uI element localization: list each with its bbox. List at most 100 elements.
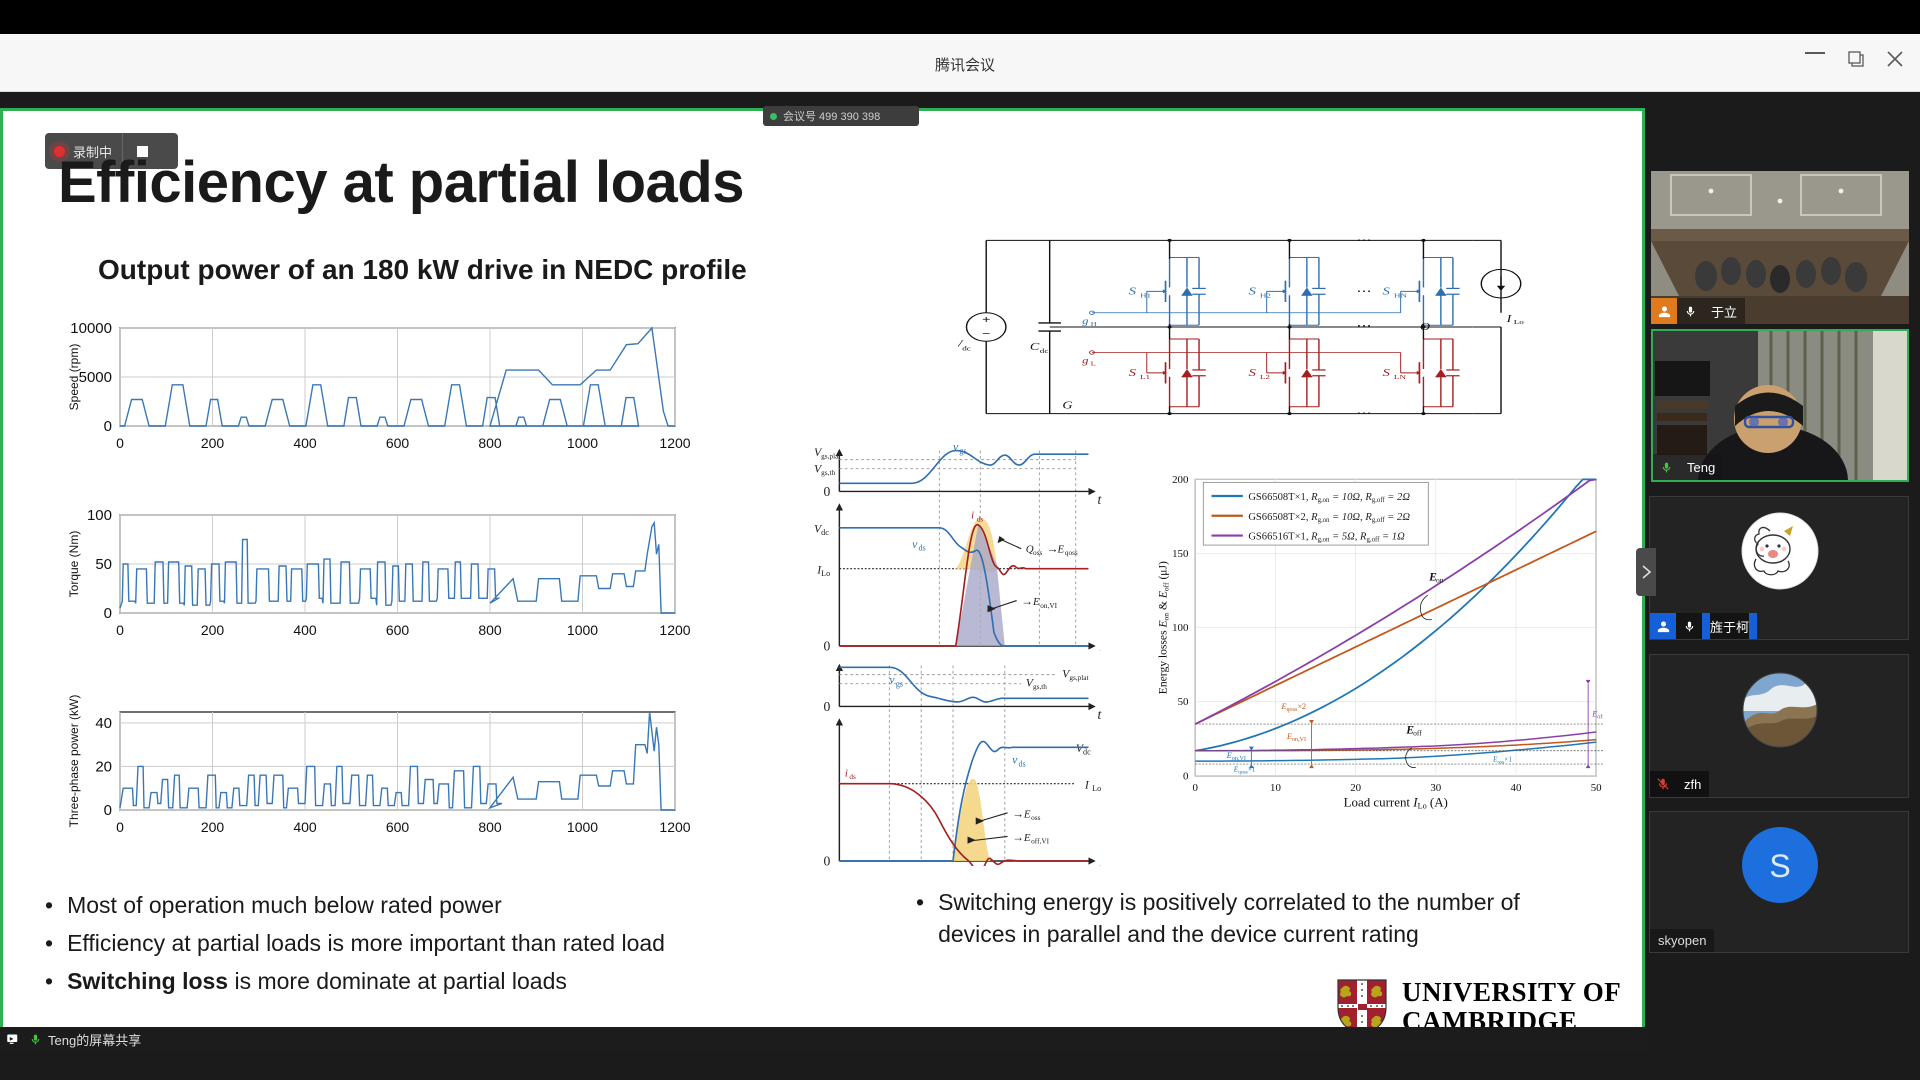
svg-text:gs: gs [896, 679, 903, 688]
svg-text:L1: L1 [1140, 373, 1150, 380]
svg-text:50: 50 [95, 556, 112, 573]
svg-text:⋯: ⋯ [1356, 319, 1371, 331]
svg-text:t: t [1098, 647, 1103, 651]
svg-text:ds: ds [977, 515, 984, 523]
svg-text:I: I [1084, 777, 1090, 791]
svg-text:200: 200 [201, 819, 225, 835]
svg-text:+: + [982, 314, 990, 326]
svg-text:150: 150 [1172, 548, 1189, 560]
svg-text:0: 0 [116, 435, 124, 451]
svg-text:0: 0 [823, 639, 830, 651]
svg-text:E: E [1057, 543, 1065, 555]
svg-text:t: t [1098, 707, 1103, 722]
svg-text:40: 40 [1511, 782, 1522, 794]
svg-text:400: 400 [293, 622, 317, 638]
svg-text:S: S [1383, 366, 1391, 378]
svg-text:H2: H2 [1260, 292, 1271, 299]
svg-text:100: 100 [1172, 622, 1189, 634]
svg-text:E: E [1032, 596, 1040, 608]
svg-text:400: 400 [293, 819, 317, 835]
svg-text:Lo: Lo [1092, 784, 1101, 793]
svg-text:20: 20 [1350, 782, 1361, 794]
svg-text:gs,plat: gs,plat [1069, 674, 1088, 682]
svg-text:v: v [912, 537, 918, 551]
svg-text:S: S [1383, 284, 1391, 296]
svg-text:gs,th: gs,th [1033, 683, 1047, 691]
svg-text:GS66508T×1, Rg,on = 10Ω, Rg,of: GS66508T×1, Rg,on = 10Ω, Rg,off = 2Ω [1248, 492, 1410, 504]
svg-text:800: 800 [478, 819, 502, 835]
svg-text:Lo: Lo [821, 569, 830, 578]
svg-text:0: 0 [1183, 770, 1189, 782]
svg-text:10: 10 [1270, 782, 1281, 794]
svg-text:40: 40 [95, 715, 112, 732]
svg-text:0: 0 [116, 622, 124, 638]
svg-text:S: S [1769, 848, 1790, 884]
svg-text:on,VI: on,VI [1040, 602, 1057, 610]
svg-text:g: g [1082, 316, 1089, 326]
svg-text:10000: 10000 [70, 320, 112, 337]
svg-text:⋯: ⋯ [1356, 284, 1371, 296]
svg-text:⋯: ⋯ [1356, 233, 1371, 245]
svg-text:0: 0 [823, 854, 830, 866]
svg-text:S: S [1129, 366, 1137, 378]
svg-text:50: 50 [1178, 696, 1189, 708]
svg-text:ds: ds [918, 544, 925, 553]
svg-text:G: G [1062, 399, 1072, 411]
svg-text:400: 400 [293, 435, 317, 451]
svg-text:dc: dc [962, 345, 971, 352]
svg-text:C: C [1030, 341, 1040, 353]
svg-text:0: 0 [116, 819, 124, 835]
svg-text:L2: L2 [1260, 373, 1270, 380]
svg-text:dc: dc [821, 528, 829, 537]
svg-text:Load current ILo (A): Load current ILo (A) [1344, 795, 1448, 811]
svg-text:Three-phase power (kW): Three-phase power (kW) [67, 695, 81, 828]
svg-text:1200: 1200 [659, 622, 690, 638]
svg-text:on: on [1436, 575, 1444, 584]
svg-text:5000: 5000 [79, 369, 112, 386]
svg-text:0: 0 [104, 802, 112, 819]
svg-text:v: v [1012, 753, 1018, 767]
svg-text:100: 100 [87, 507, 112, 524]
svg-text:600: 600 [386, 435, 410, 451]
svg-text:off: off [1413, 728, 1422, 737]
svg-text:200: 200 [1172, 474, 1189, 486]
svg-text:O: O [1420, 321, 1430, 333]
svg-text:off,VI: off,VI [1031, 838, 1049, 846]
svg-text:S: S [1249, 284, 1257, 296]
svg-text:200: 200 [201, 435, 225, 451]
svg-text:dc: dc [1083, 748, 1091, 757]
svg-text:Eoff,VI: Eoff,VI [1591, 710, 1603, 721]
svg-text:oss: oss [1033, 549, 1042, 557]
svg-text:→: → [1012, 830, 1024, 844]
svg-text:i: i [971, 510, 974, 522]
svg-text:1200: 1200 [659, 435, 690, 451]
svg-text:600: 600 [386, 819, 410, 835]
svg-text:Speed (rpm): Speed (rpm) [67, 344, 81, 411]
svg-text:H1: H1 [1140, 292, 1151, 299]
svg-text:LN: LN [1394, 373, 1406, 380]
svg-text:dc: dc [1040, 347, 1049, 354]
svg-text:1000: 1000 [567, 435, 598, 451]
svg-text:0: 0 [823, 699, 830, 714]
svg-text:1000: 1000 [567, 819, 598, 835]
svg-text:S: S [1129, 284, 1137, 296]
svg-text:i: i [845, 767, 848, 779]
svg-text:Energy losses Eon & Eoff (μJ): Energy losses Eon & Eoff (μJ) [1157, 561, 1171, 694]
svg-text:oss: oss [1031, 814, 1040, 822]
svg-text:800: 800 [478, 622, 502, 638]
svg-text:gs: gs [959, 446, 966, 455]
svg-text:1000: 1000 [567, 622, 598, 638]
svg-text:⋯: ⋯ [1356, 407, 1371, 419]
svg-text:0: 0 [823, 484, 830, 499]
svg-text:600: 600 [386, 622, 410, 638]
svg-text:Eqoss×1: Eqoss×1 [1233, 766, 1256, 776]
svg-text:g: g [1082, 356, 1089, 366]
svg-text:1200: 1200 [659, 819, 690, 835]
svg-text:→: → [1012, 806, 1024, 820]
svg-text:50: 50 [1591, 782, 1602, 794]
svg-text:E: E [1023, 808, 1031, 820]
svg-text:gs,plat: gs,plat [821, 453, 840, 461]
svg-text:200: 200 [201, 622, 225, 638]
svg-text:S: S [1249, 366, 1257, 378]
svg-text:t: t [1098, 862, 1103, 866]
